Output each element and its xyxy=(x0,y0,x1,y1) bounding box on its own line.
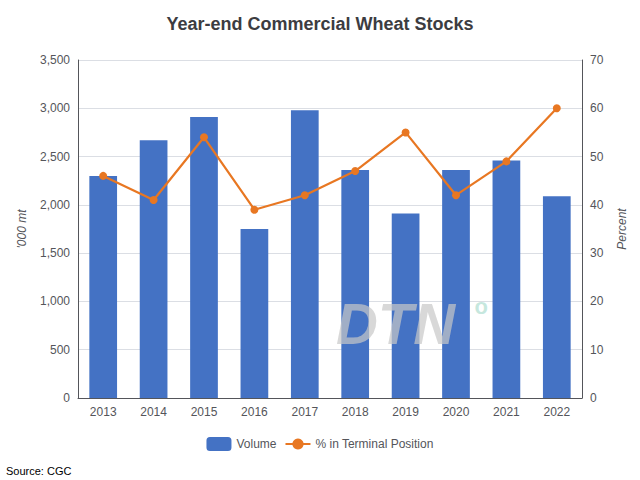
svg-text:1,000: 1,000 xyxy=(40,294,70,308)
svg-text:10: 10 xyxy=(590,343,604,357)
svg-text:60: 60 xyxy=(590,101,604,115)
svg-text:2016: 2016 xyxy=(241,405,268,419)
svg-text:2017: 2017 xyxy=(291,405,318,419)
svg-text:'000 mt: '000 mt xyxy=(15,209,29,249)
svg-text:500: 500 xyxy=(50,343,70,357)
svg-text:2,500: 2,500 xyxy=(40,150,70,164)
svg-text:Source: CGC: Source: CGC xyxy=(6,465,71,477)
svg-text:2021: 2021 xyxy=(493,405,520,419)
svg-text:Percent: Percent xyxy=(615,208,629,250)
svg-text:2015: 2015 xyxy=(191,405,218,419)
svg-text:2018: 2018 xyxy=(342,405,369,419)
svg-text:2,000: 2,000 xyxy=(40,198,70,212)
svg-text:0: 0 xyxy=(63,391,70,405)
svg-text:3,500: 3,500 xyxy=(40,53,70,67)
svg-text:2020: 2020 xyxy=(443,405,470,419)
svg-text:% in Terminal Position: % in Terminal Position xyxy=(315,437,433,451)
svg-text:DTN: DTN xyxy=(336,291,456,356)
svg-text:70: 70 xyxy=(590,53,604,67)
svg-text:2019: 2019 xyxy=(392,405,419,419)
svg-text:Volume: Volume xyxy=(236,437,276,451)
svg-text:20: 20 xyxy=(590,294,604,308)
svg-text:30: 30 xyxy=(590,246,604,260)
svg-text:50: 50 xyxy=(590,150,604,164)
svg-text:1,500: 1,500 xyxy=(40,246,70,260)
svg-text:3,000: 3,000 xyxy=(40,101,70,115)
svg-text:0: 0 xyxy=(590,391,597,405)
svg-text:2014: 2014 xyxy=(140,405,167,419)
svg-text:2013: 2013 xyxy=(90,405,117,419)
svg-text:40: 40 xyxy=(590,198,604,212)
svg-text:o: o xyxy=(474,294,487,319)
svg-text:Year-end Commercial Wheat Stoc: Year-end Commercial Wheat Stocks xyxy=(166,14,473,34)
svg-text:2022: 2022 xyxy=(543,405,570,419)
